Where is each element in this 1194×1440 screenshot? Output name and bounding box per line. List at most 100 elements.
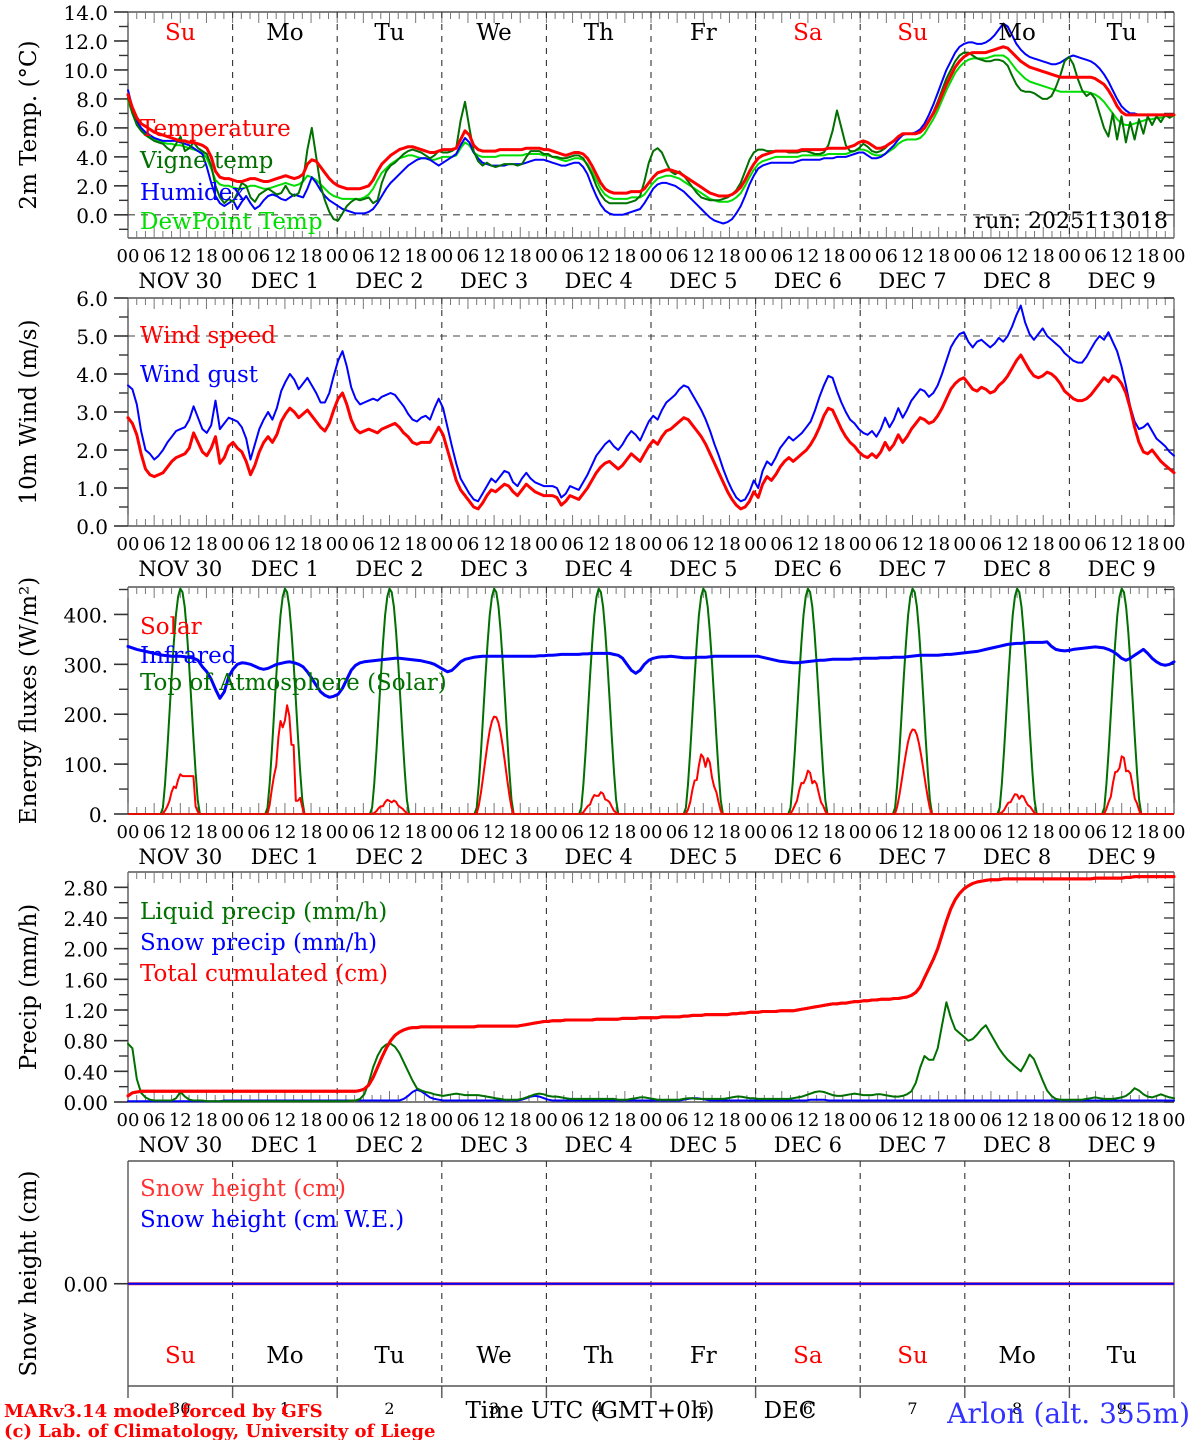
hour-tick-label: 06 — [561, 246, 584, 267]
series-line-wind-gust — [127, 304, 1175, 503]
date-label: DEC 7 — [878, 557, 946, 581]
hour-tick-label: 00 — [1058, 534, 1081, 555]
hour-tick-label: 18 — [404, 1110, 427, 1131]
hour-tick-label: 12 — [483, 246, 506, 267]
date-label: DEC 2 — [355, 269, 423, 293]
hour-tick-label: 06 — [352, 534, 375, 555]
x-axis-month-label: DEC — [764, 1398, 817, 1424]
series-line-liquid-precip-mm-h — [127, 1001, 1175, 1103]
hour-tick-label: 00 — [430, 246, 453, 267]
hour-tick-label: 18 — [718, 1110, 741, 1131]
hour-tick-label: 06 — [666, 822, 689, 843]
hour-tick-label: 06 — [456, 1110, 479, 1131]
date-label: DEC 7 — [878, 269, 946, 293]
legend-label-snow_height-1: Snow height (cm W.E.) — [140, 1207, 404, 1233]
hour-tick-label: 00 — [326, 534, 349, 555]
y-tick-label: 1.20 — [63, 999, 108, 1023]
hour-tick-label: 12 — [483, 534, 506, 555]
date-label: DEC 3 — [460, 269, 528, 293]
hour-tick-label: 18 — [613, 822, 636, 843]
hour-tick-label: 00 — [117, 534, 140, 555]
hour-tick-label: 18 — [823, 534, 846, 555]
date-label: DEC 1 — [251, 269, 319, 293]
hour-tick-label: 12 — [692, 246, 715, 267]
date-label: DEC 2 — [355, 1133, 423, 1157]
y-axis-title: Precip (mm/h) — [16, 904, 42, 1070]
date-label: DEC 4 — [565, 845, 633, 869]
hour-tick-label: 12 — [169, 534, 192, 555]
date-label: DEC 2 — [355, 845, 423, 869]
hour-tick-label: 12 — [378, 822, 401, 843]
hour-tick-label: 00 — [849, 1110, 872, 1131]
hour-tick-label: 12 — [901, 1110, 924, 1131]
hour-tick-label: 06 — [770, 1110, 793, 1131]
day-of-week-label: Tu — [374, 20, 404, 46]
y-tick-label: 0.40 — [63, 1060, 108, 1084]
y-tick-label: 6.0 — [76, 287, 108, 311]
hour-tick-label: 00 — [221, 534, 244, 555]
day-of-week-label: Mo — [266, 1343, 303, 1369]
hour-tick-label: 12 — [169, 246, 192, 267]
hour-tick-label: 06 — [875, 246, 898, 267]
day-number-label: 3 — [489, 1399, 499, 1418]
legend-label-temperature-2: Humidex — [140, 180, 245, 206]
hour-tick-label: 00 — [1163, 534, 1186, 555]
hour-tick-label: 06 — [979, 822, 1002, 843]
date-label: DEC 6 — [774, 845, 842, 869]
y-tick-label: 4.0 — [76, 363, 108, 387]
legend-label-wind-1: Wind gust — [140, 362, 259, 388]
y-tick-label: 6.0 — [76, 117, 108, 141]
date-label: DEC 6 — [774, 269, 842, 293]
hour-tick-label: 00 — [640, 246, 663, 267]
day-number-label: 7 — [907, 1399, 917, 1418]
legend-label-energy_fluxes-1: Infrared — [140, 643, 237, 669]
hour-tick-label: 06 — [352, 246, 375, 267]
hour-tick-label: 06 — [979, 1110, 1002, 1131]
day-number-label: 9 — [1117, 1399, 1127, 1418]
legend-label-precip-2: Total cumulated (cm) — [140, 961, 388, 987]
hour-tick-label: 12 — [1110, 822, 1133, 843]
hour-tick-label: 12 — [587, 534, 610, 555]
date-label: NOV 30 — [138, 1133, 222, 1157]
y-tick-label: 5.0 — [76, 325, 108, 349]
hour-tick-label: 00 — [117, 1110, 140, 1131]
hour-tick-label: 12 — [1006, 534, 1029, 555]
hour-tick-label: 18 — [1136, 534, 1159, 555]
hour-tick-label: 00 — [640, 1110, 663, 1131]
date-label: DEC 4 — [565, 269, 633, 293]
hour-tick-label: 18 — [1032, 822, 1055, 843]
hour-tick-label: 00 — [953, 534, 976, 555]
hour-tick-label: 18 — [195, 822, 218, 843]
date-label: DEC 9 — [1088, 269, 1156, 293]
hour-tick-label: 06 — [561, 1110, 584, 1131]
date-label: DEC 3 — [460, 845, 528, 869]
day-of-week-label: Su — [897, 20, 928, 46]
series-line-wind-speed — [126, 353, 1176, 511]
date-label: DEC 5 — [669, 557, 737, 581]
hour-tick-label: 12 — [587, 246, 610, 267]
day-of-week-label: Fr — [690, 20, 717, 46]
hour-tick-label: 12 — [1006, 822, 1029, 843]
hour-tick-label: 18 — [195, 534, 218, 555]
hour-tick-label: 12 — [692, 534, 715, 555]
hour-tick-label: 18 — [404, 534, 427, 555]
date-label: DEC 7 — [878, 845, 946, 869]
hour-tick-label: 12 — [901, 822, 924, 843]
hour-tick-label: 06 — [1084, 822, 1107, 843]
day-of-week-label: Mo — [998, 1343, 1035, 1369]
hour-tick-label: 00 — [1058, 1110, 1081, 1131]
hour-tick-label: 18 — [927, 1110, 950, 1131]
date-label: DEC 4 — [565, 1133, 633, 1157]
date-label: DEC 9 — [1088, 557, 1156, 581]
hour-tick-label: 12 — [378, 534, 401, 555]
hour-tick-label: 06 — [247, 822, 270, 843]
day-of-week-label: We — [476, 20, 511, 46]
day-of-week-label: Fr — [690, 1343, 717, 1369]
hour-tick-label: 06 — [143, 822, 166, 843]
hour-tick-label: 06 — [456, 534, 479, 555]
hour-tick-label: 18 — [613, 534, 636, 555]
y-tick-label: 0.80 — [63, 1030, 108, 1054]
hour-tick-label: 00 — [744, 1110, 767, 1131]
day-number-label: 30 — [170, 1399, 190, 1418]
